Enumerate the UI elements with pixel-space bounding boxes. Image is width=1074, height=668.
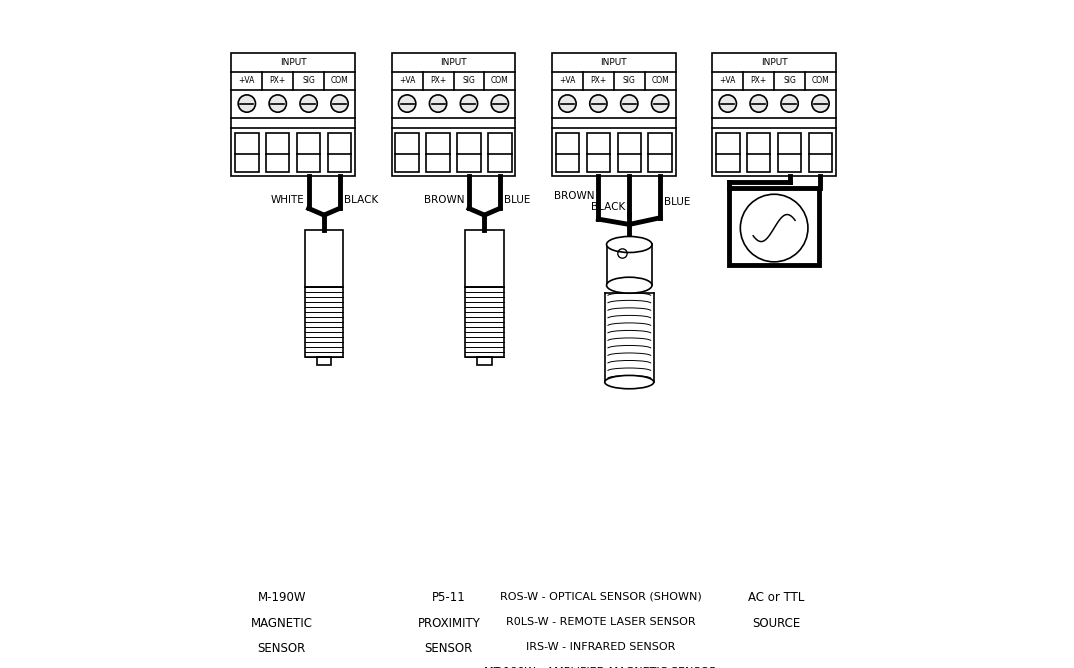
Text: IRS-W - INFRARED SENSOR: IRS-W - INFRARED SENSOR (526, 642, 676, 652)
Bar (746, 133, 770, 172)
Text: +VA: +VA (720, 76, 736, 86)
Bar (231, 53, 355, 176)
Text: SOURCE: SOURCE (752, 617, 800, 629)
Text: R0LS-W - REMOTE LASER SENSOR: R0LS-W - REMOTE LASER SENSOR (506, 617, 695, 627)
Text: SENSOR: SENSOR (258, 642, 306, 655)
Text: BLACK: BLACK (344, 196, 378, 205)
Bar (458, 133, 481, 172)
Text: +VA: +VA (398, 76, 416, 86)
Bar (618, 133, 641, 172)
Bar (266, 133, 290, 172)
Text: MT-190W - AMPLIFIED MAGNETIC SENSOR: MT-190W - AMPLIFIED MAGNETIC SENSOR (484, 667, 717, 668)
Text: BLACK: BLACK (591, 202, 625, 212)
Text: SENSOR: SENSOR (424, 642, 473, 655)
Text: COM: COM (651, 76, 669, 86)
Text: PROXIMITY: PROXIMITY (418, 617, 480, 629)
Text: BLUE: BLUE (504, 196, 531, 205)
Text: COM: COM (812, 76, 829, 86)
Circle shape (781, 95, 798, 112)
Bar (477, 357, 492, 365)
Circle shape (750, 95, 767, 112)
Text: SIG: SIG (463, 76, 476, 86)
Text: PX+: PX+ (270, 76, 286, 86)
Text: COM: COM (491, 76, 509, 86)
Bar (305, 230, 344, 287)
Ellipse shape (607, 277, 652, 293)
Bar (552, 53, 676, 176)
Text: BROWN: BROWN (554, 192, 594, 201)
Ellipse shape (607, 236, 652, 253)
Circle shape (720, 95, 737, 112)
Bar (649, 133, 672, 172)
Bar (317, 357, 332, 365)
Text: INPUT: INPUT (280, 58, 306, 67)
Bar (809, 133, 832, 172)
Text: BLUE: BLUE (664, 197, 691, 206)
Bar (426, 133, 450, 172)
Circle shape (331, 95, 348, 112)
Text: ROS-W - OPTICAL SENSOR (SHOWN): ROS-W - OPTICAL SENSOR (SHOWN) (499, 591, 701, 601)
Circle shape (590, 95, 607, 112)
Bar (778, 133, 801, 172)
Bar (607, 244, 652, 285)
Text: SIG: SIG (623, 76, 636, 86)
Circle shape (621, 95, 638, 112)
Circle shape (491, 95, 508, 112)
Circle shape (430, 95, 447, 112)
Bar (488, 133, 511, 172)
Circle shape (398, 95, 416, 112)
Bar (729, 188, 819, 265)
Text: INPUT: INPUT (760, 58, 787, 67)
Circle shape (652, 95, 669, 112)
Text: INPUT: INPUT (440, 58, 467, 67)
Text: SIG: SIG (302, 76, 315, 86)
Bar (395, 133, 419, 172)
Ellipse shape (605, 375, 654, 389)
Bar (305, 287, 344, 357)
Bar (465, 287, 504, 357)
Bar (296, 133, 320, 172)
Bar (712, 53, 836, 176)
Bar (392, 53, 516, 176)
Text: BROWN: BROWN (424, 196, 465, 205)
Text: P5-11: P5-11 (432, 591, 466, 604)
Text: MAGNETIC: MAGNETIC (251, 617, 313, 629)
Text: INPUT: INPUT (600, 58, 627, 67)
Circle shape (300, 95, 317, 112)
Circle shape (238, 95, 256, 112)
Bar (235, 133, 259, 172)
Text: +VA: +VA (238, 76, 255, 86)
Text: WHITE: WHITE (271, 196, 305, 205)
Circle shape (461, 95, 478, 112)
Bar (586, 133, 610, 172)
Text: PX+: PX+ (430, 76, 446, 86)
Bar (328, 133, 351, 172)
Text: PX+: PX+ (591, 76, 607, 86)
Bar (465, 230, 504, 287)
Text: COM: COM (331, 76, 348, 86)
Circle shape (812, 95, 829, 112)
Bar (555, 133, 579, 172)
Text: PX+: PX+ (751, 76, 767, 86)
Circle shape (558, 95, 576, 112)
Text: AC or TTL: AC or TTL (748, 591, 804, 604)
Text: +VA: +VA (560, 76, 576, 86)
Text: SIG: SIG (783, 76, 796, 86)
Bar (716, 133, 740, 172)
Circle shape (270, 95, 287, 112)
Text: M-190W: M-190W (258, 591, 306, 604)
